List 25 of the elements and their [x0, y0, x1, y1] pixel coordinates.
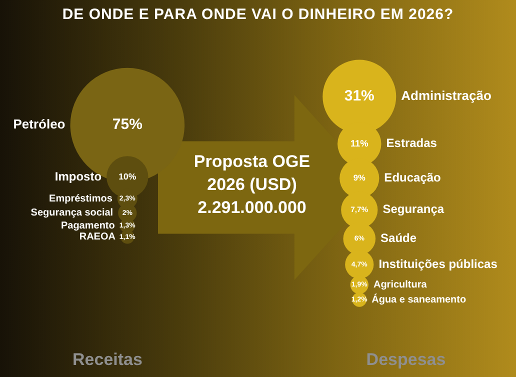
category-label: RAEOA — [79, 232, 116, 243]
data-label: 9% — [353, 172, 366, 183]
text: DE ONDE E PARA ONDE VAI O DINHEIRO EM 2026? — [61, 6, 455, 23]
category-label: Pagamento — [60, 220, 115, 232]
category-label: Empréstimos — [49, 193, 113, 204]
category-label: Imposto — [54, 169, 102, 184]
category-label: Segurança — [382, 202, 444, 216]
category-label: Saúde — [380, 231, 417, 246]
text: 2026 (USD) — [206, 174, 298, 196]
category-label: Administração — [401, 88, 492, 104]
category-label: Agricultura — [373, 280, 428, 291]
text: Proposta OGE — [192, 151, 312, 173]
data-label: 11% — [350, 138, 368, 148]
category-label: Segurança social — [30, 208, 114, 219]
category-label: Instituições públicas — [378, 256, 498, 271]
data-label: 31% — [344, 88, 374, 105]
text: Receitas — [72, 350, 144, 370]
category-label: Água e saneamento — [372, 293, 466, 306]
category-label: Estradas — [386, 136, 438, 150]
data-label: 75% — [112, 116, 142, 134]
text: Despesas — [365, 350, 447, 370]
category-label: Petróleo — [13, 116, 66, 132]
data-label: 10% — [118, 171, 136, 182]
text: 2.291.000.000 — [196, 197, 308, 219]
category-label: Educação — [384, 170, 441, 185]
